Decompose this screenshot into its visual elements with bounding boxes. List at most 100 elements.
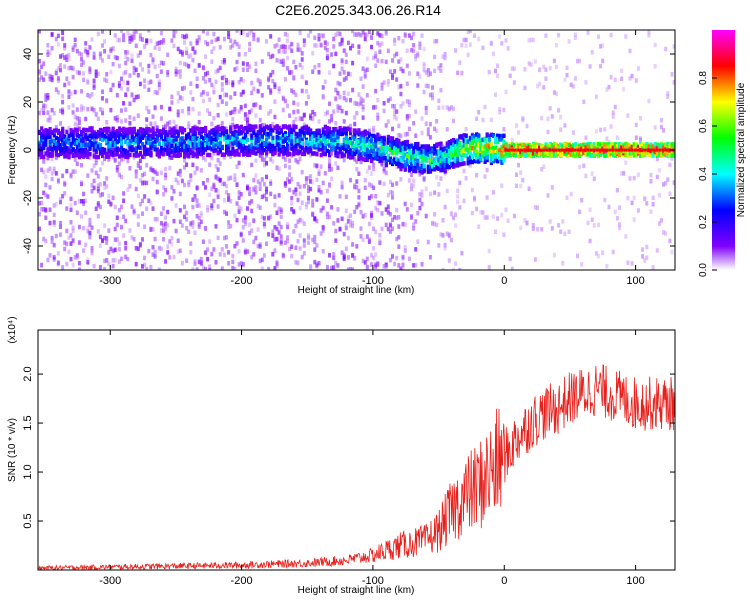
spectrogram-cell	[59, 54, 62, 59]
spectrogram-cell	[90, 37, 94, 42]
spectrogram-cell	[54, 87, 58, 92]
spectrogram-cell	[214, 129, 218, 135]
spectrogram-cell	[130, 127, 134, 132]
spectrogram-cell	[162, 237, 165, 242]
spectrogram-cell	[468, 159, 472, 165]
spectrogram-cell	[178, 126, 182, 132]
spectrogram-cell	[101, 160, 104, 166]
spectrogram-cell	[38, 77, 41, 82]
spectrogram-cell	[433, 157, 437, 163]
spectrogram-cell	[397, 132, 401, 138]
spectrogram-cell	[296, 102, 300, 107]
spectrogram-cell	[441, 150, 445, 156]
spectrogram-cell	[69, 220, 73, 225]
spectrogram-cell	[195, 166, 199, 171]
spectrogram-cell	[401, 38, 405, 44]
spectrogram-cell	[288, 172, 292, 177]
spectrogram-cell	[50, 156, 54, 162]
spectrogram-cell	[105, 72, 109, 77]
spectrogram-cell	[416, 211, 420, 216]
spectrogram-cell	[50, 46, 54, 51]
spectrogram-cell	[63, 191, 67, 196]
spectrogram-cell	[103, 223, 107, 228]
spectrogram-cell	[77, 198, 81, 204]
spectrogram-cell	[46, 257, 50, 263]
spectrogram-cell	[412, 226, 416, 231]
spectrogram-cell	[399, 166, 403, 172]
spectrogram-cell	[573, 32, 577, 37]
spectrogram-cell	[374, 156, 378, 161]
spectrogram-cell	[216, 129, 220, 134]
spectrogram-cell	[542, 153, 546, 158]
spectrogram-cell	[334, 96, 338, 102]
spectrogram-cell	[168, 130, 172, 135]
spectrogram-cell	[115, 55, 119, 61]
spectrogram-cell	[435, 165, 439, 170]
spectrogram-cell	[128, 36, 132, 41]
spectrogram-cell	[52, 212, 56, 218]
spectrogram-cell	[52, 222, 56, 228]
spectrogram-cell	[382, 264, 386, 269]
spectrogram-cell	[292, 151, 296, 157]
spectrogram-cell	[178, 136, 182, 142]
spectrogram-cell	[372, 166, 376, 172]
spectrogram-cell	[147, 80, 151, 85]
spectrogram-cell	[59, 108, 62, 113]
spectrogram-cell	[370, 136, 374, 141]
spectrogram-cell	[330, 150, 334, 155]
spectrogram-cell	[321, 205, 325, 211]
spectrogram-cell	[546, 129, 550, 135]
spectrogram-cell	[122, 148, 126, 153]
spectrogram-cell	[460, 150, 464, 155]
spectrogram-cell	[269, 109, 273, 114]
spectrogram-cell	[269, 214, 273, 219]
spectrogram-cell	[428, 92, 432, 98]
spectrogram-cell	[201, 143, 206, 148]
spectrogram-cell	[483, 144, 487, 149]
spectrogram-cell	[237, 125, 241, 131]
spectrogram-cell	[113, 143, 117, 148]
spectrogram-cell	[113, 116, 117, 121]
spectrogram-cell	[75, 255, 79, 260]
spectrogram-cell	[283, 134, 288, 139]
spectrogram-cell	[248, 64, 252, 69]
spectrogram-cell	[395, 255, 399, 261]
spectrogram-cell	[262, 148, 267, 153]
spectrogram-cell	[365, 93, 369, 98]
spectrogram-cell	[288, 151, 292, 157]
spectrogram-cell	[260, 214, 264, 220]
spectrogram-cell	[405, 153, 409, 158]
spectrogram-cell	[365, 264, 369, 270]
spectrogram-cell	[454, 146, 458, 151]
spectrogram-cell	[128, 228, 132, 233]
spectrogram-cell	[590, 153, 594, 158]
spectrogram-cell	[122, 33, 126, 38]
spectrogram-cell	[370, 139, 374, 144]
spectrogram-cell	[90, 126, 94, 131]
spectrogram-cell	[267, 135, 271, 140]
spectrogram-cell	[149, 79, 153, 84]
spectrogram-cell	[227, 193, 231, 198]
spectrogram-cell	[410, 172, 413, 178]
spectrogram-cell	[101, 238, 104, 243]
spectrogram-cell	[96, 229, 100, 234]
spectrogram-cell	[178, 168, 182, 174]
spectrogram-cell	[384, 156, 388, 161]
spectrogram-cell	[256, 88, 260, 94]
spectrogram-cell	[309, 128, 313, 133]
spectrogram-cell	[191, 142, 195, 147]
spectrogram-cell	[296, 260, 300, 266]
spectrogram-cell	[227, 139, 231, 145]
spectrogram-cell	[458, 180, 462, 186]
spectrogram-cell	[77, 133, 82, 139]
spectrogram-cell	[296, 197, 300, 203]
spectrogram-cell	[231, 265, 235, 270]
spectrogram-cell	[582, 142, 586, 148]
spectrogram-cell	[332, 63, 336, 69]
spectrogram-cell	[101, 192, 104, 197]
spectrogram-cell	[220, 266, 224, 270]
spectrogram-cell	[61, 265, 65, 270]
spectrogram-cell	[143, 262, 147, 268]
spectrogram-cell	[252, 36, 256, 42]
spectrogram-cell	[126, 135, 130, 141]
